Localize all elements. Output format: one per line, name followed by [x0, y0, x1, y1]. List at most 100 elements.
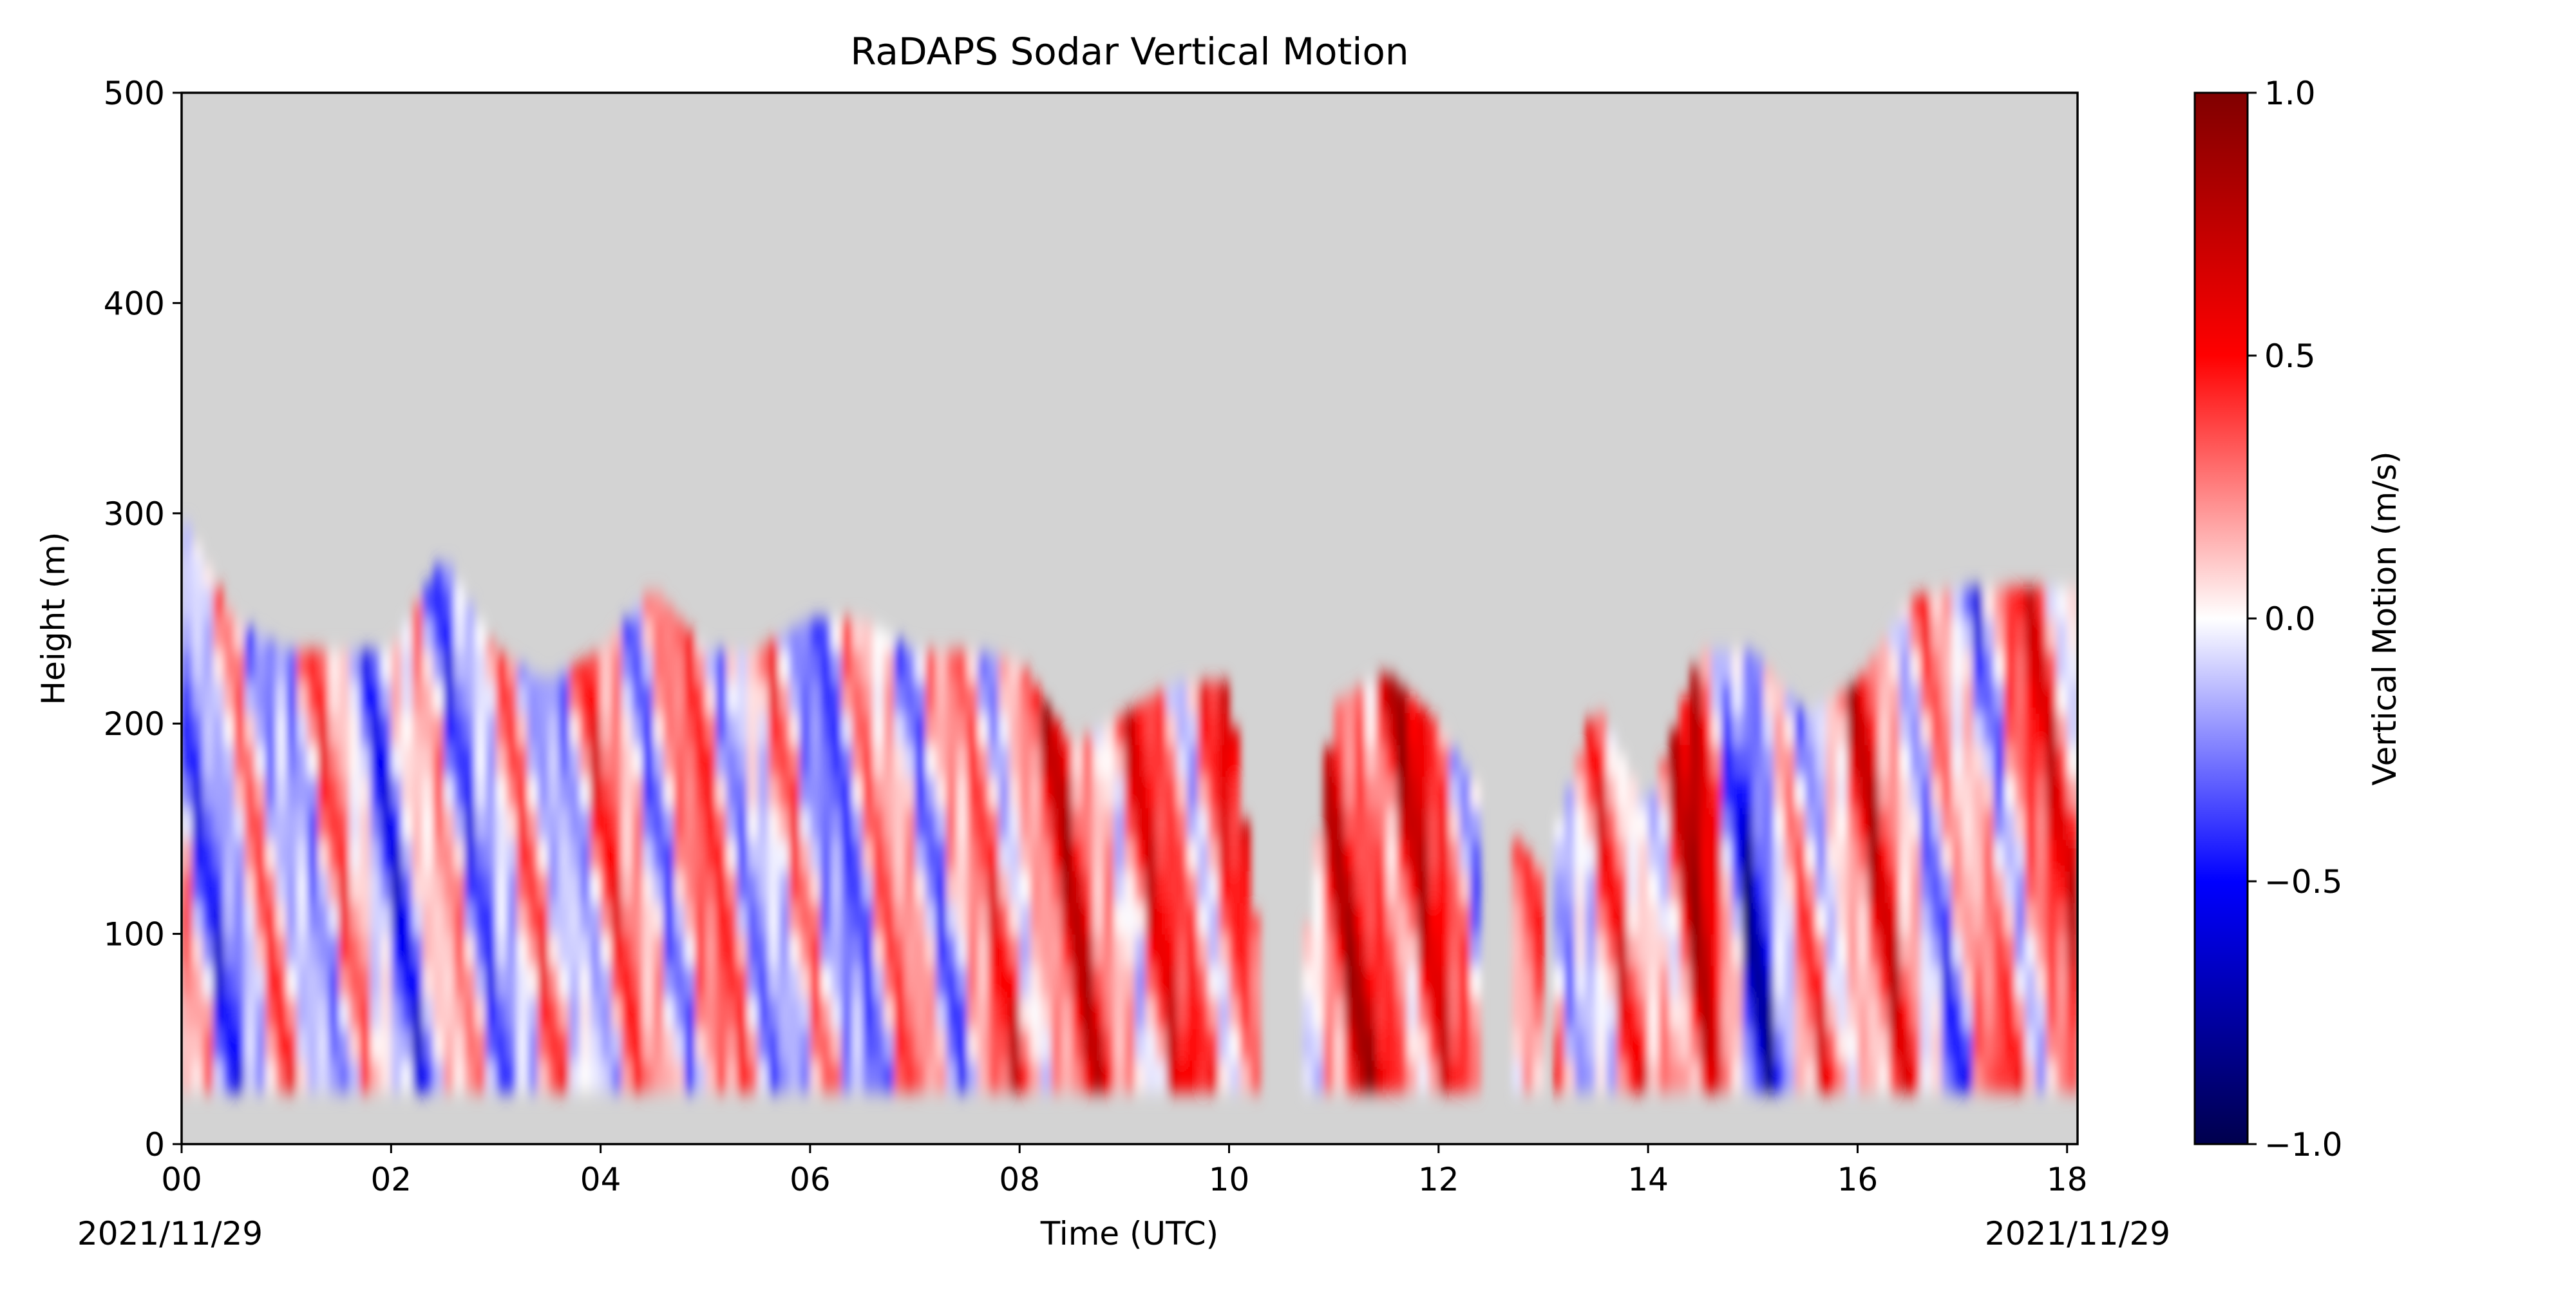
heat-cell-1258: [1072, 965, 1083, 998]
heat-cell-1092: [936, 650, 947, 682]
heat-cell-481: [506, 839, 518, 872]
heat-cell-600: [600, 1060, 612, 1093]
heat-cell-303: [391, 965, 402, 998]
heat-cell-709: [663, 606, 675, 619]
heat-cell-1371: [1166, 933, 1178, 966]
heat-cell-1862: [1700, 933, 1712, 966]
heat-cell-1264: [1072, 776, 1083, 808]
heat-cell-1819: [1669, 1060, 1680, 1093]
heat-cell-387: [443, 839, 455, 872]
heat-cell-1634: [1438, 933, 1450, 966]
heat-cell-1492: [1323, 902, 1335, 935]
heat-cell-1541: [1365, 933, 1377, 966]
heat-cell-341: [412, 712, 424, 745]
heat-cell-2256: [1983, 776, 1994, 808]
heat-cell-1759: [1606, 902, 1618, 935]
heat-cell-346: [422, 1060, 434, 1093]
heat-cell-229: [328, 650, 339, 682]
heat-cell-2143: [1909, 807, 1922, 840]
heat-cell-646: [632, 1060, 643, 1093]
heat-cell-934: [831, 965, 842, 998]
heat-cell-1556: [1376, 902, 1387, 935]
heat-cell-1763: [1606, 776, 1618, 808]
heat-cell-776: [715, 870, 727, 903]
heat-cell-1975: [1784, 902, 1795, 935]
heat-cell-2052: [1847, 933, 1859, 966]
heat-cell-1113: [956, 870, 968, 903]
heat-cell-1655: [1459, 997, 1471, 1029]
heat-cell-43: [202, 839, 214, 872]
heat-cell-1835: [1679, 933, 1691, 966]
heat-cell-1444: [1218, 681, 1230, 714]
heat-cell-705: [663, 712, 675, 745]
heat-cell-1680: [1511, 870, 1523, 903]
heat-cell-1592: [1407, 1060, 1419, 1093]
heat-cell-1670: [1470, 870, 1481, 903]
heat-cell-760: [705, 933, 717, 966]
heat-cell-1386: [1177, 870, 1188, 903]
heat-cell-60: [213, 839, 225, 872]
heat-cell-2116: [1889, 681, 1900, 714]
heat-cell-154: [276, 776, 287, 808]
heat-cell-1738: [1585, 776, 1596, 808]
heat-cell-1706: [1553, 839, 1565, 872]
heat-cell-1503: [1334, 902, 1345, 935]
heat-cell-365: [433, 997, 444, 1029]
heat-cell-1349: [1145, 807, 1157, 840]
heat-cell-847: [768, 870, 780, 903]
heat-cell-375: [433, 681, 444, 714]
heat-cell-1157: [988, 807, 999, 840]
heat-cell-261: [359, 965, 371, 998]
heat-cell-2241: [1973, 744, 1984, 777]
heat-cell-1890: [1721, 933, 1733, 966]
heat-cell-452: [485, 839, 497, 872]
heat-cell-252: [349, 807, 361, 840]
heat-cell-2101: [1879, 681, 1890, 714]
heat-cell-1762: [1606, 807, 1618, 840]
heat-cell-399: [453, 997, 466, 1029]
heat-cell-1446: [1229, 1028, 1240, 1061]
heat-cell-588: [590, 997, 601, 1029]
heat-cell-281: [370, 776, 382, 808]
heat-cell-654: [632, 807, 643, 840]
heat-cell-1356: [1155, 997, 1167, 1029]
heat-cell-1395: [1187, 997, 1198, 1029]
heat-cell-877: [789, 870, 800, 903]
heat-cell-1099: [946, 870, 958, 903]
heat-cell-2001: [1805, 902, 1817, 935]
heat-cell-1294: [1103, 965, 1115, 998]
heat-cell-1630: [1438, 1060, 1450, 1093]
heat-cell-933: [831, 997, 842, 1029]
heat-cell-1078: [925, 650, 937, 682]
heat-cell-2281: [2004, 997, 2016, 1029]
heat-cell-1689: [1522, 870, 1534, 903]
heat-cell-439: [475, 776, 486, 808]
heat-cell-1522: [1344, 712, 1356, 745]
heat-cell-826: [757, 1060, 769, 1093]
heat-cell-1060: [914, 776, 926, 808]
heat-cell-936: [831, 902, 842, 935]
heat-cell-1649: [1449, 839, 1461, 872]
heat-cell-1852: [1690, 807, 1701, 840]
heat-cell-893: [799, 839, 811, 872]
heat-cell-2300: [2014, 902, 2026, 935]
heat-cell-957: [841, 712, 853, 745]
heat-cell-484: [506, 744, 518, 777]
heat-cell-604: [600, 933, 612, 966]
heat-cell-1011: [883, 902, 895, 935]
heat-cell-2361: [2056, 997, 2068, 1029]
heat-cell-185: [296, 712, 308, 745]
heat-cell-992: [873, 1028, 884, 1061]
heat-cell-1817: [1658, 776, 1670, 808]
heat-cell-244: [349, 1060, 361, 1093]
heat-cell-734: [684, 807, 696, 840]
heat-cell-358: [422, 681, 434, 714]
heat-cell-870: [779, 634, 790, 651]
heat-cell-1690: [1522, 852, 1534, 872]
heat-cell-520: [538, 933, 549, 966]
heat-cell-198: [307, 744, 319, 777]
heat-cell-1992: [1794, 776, 1806, 808]
heat-cell-769: [705, 650, 717, 682]
heat-cell-1270: [1082, 965, 1094, 998]
heat-cell-463: [496, 965, 507, 998]
